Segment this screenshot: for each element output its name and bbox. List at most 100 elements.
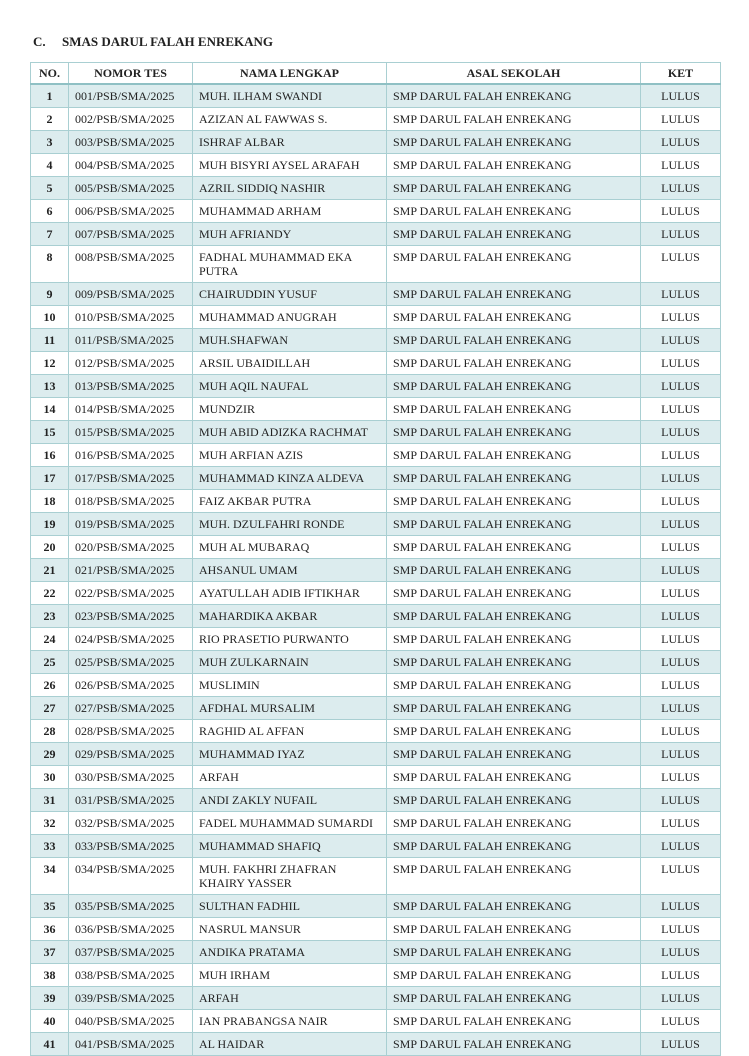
table-cell: LULUS (640, 222, 721, 246)
table-row: 11 011/PSB/SMA/2025 MUH.SHAFWAN SMP DARUL F… (30, 328, 721, 352)
table-cell: LULUS (640, 282, 721, 306)
table-cell: SMP DARUL FALAH ENREKANG (386, 894, 641, 918)
column-header: NOMOR TES (68, 62, 193, 85)
section-heading: C. SMAS DARUL FALAH ENREKANG (33, 34, 273, 50)
table-cell: SMP DARUL FALAH ENREKANG (386, 512, 641, 536)
table-cell: 22 (30, 581, 69, 605)
table-cell: MUH ZULKARNAIN (192, 650, 387, 674)
table-cell: 038/PSB/SMA/2025 (68, 963, 193, 987)
table-cell: 27 (30, 696, 69, 720)
table-cell: LULUS (640, 1009, 721, 1033)
table-cell: SMP DARUL FALAH ENREKANG (386, 917, 641, 941)
column-header: NAMA LENGKAP (192, 62, 387, 85)
table-cell: AFDHAL MURSALIM (192, 696, 387, 720)
page: C. SMAS DARUL FALAH ENREKANG NO. NOMOR TES… (30, 34, 721, 1056)
table-cell: LULUS (640, 894, 721, 918)
table-cell: MUHAMMAD ANUGRAH (192, 305, 387, 329)
table-cell: 022/PSB/SMA/2025 (68, 581, 193, 605)
table-cell: LULUS (640, 627, 721, 651)
table-row: 24 024/PSB/SMA/2025 RIO PRASETIO PURWANTO S… (30, 627, 721, 651)
table-cell: 17 (30, 466, 69, 490)
table-cell: LULUS (640, 917, 721, 941)
table-cell: SMP DARUL FALAH ENREKANG (386, 466, 641, 490)
table-row: 26 026/PSB/SMA/2025 MUSLIMIN SMP DARUL FALA… (30, 673, 721, 697)
column-header: KET (640, 62, 721, 85)
table-cell: 035/PSB/SMA/2025 (68, 894, 193, 918)
table-cell: SMP DARUL FALAH ENREKANG (386, 351, 641, 375)
result-table: NO. NOMOR TES NAMA LENGKAP ASAL SEKOLAH KET … (30, 62, 721, 1056)
table-row: 40 040/PSB/SMA/2025 IAN PRABANGSA NAIR SMP … (30, 1009, 721, 1033)
section-title: SMAS DARUL FALAH ENREKANG (62, 34, 274, 49)
table-row: 17 017/PSB/SMA/2025 MUHAMMAD KINZA ALDEVA S… (30, 466, 721, 490)
table-cell: SMP DARUL FALAH ENREKANG (386, 558, 641, 582)
table-body: 1 001/PSB/SMA/2025 MUH. ILHAM SWANDI SMP DA… (30, 83, 721, 1056)
table-cell: 037/PSB/SMA/2025 (68, 940, 193, 964)
table-cell: 18 (30, 489, 69, 513)
table-cell: SMP DARUL FALAH ENREKANG (386, 581, 641, 605)
table-cell: 027/PSB/SMA/2025 (68, 696, 193, 720)
table-cell: MUHAMMAD SHAFIQ (192, 834, 387, 858)
table-cell: 37 (30, 940, 69, 964)
table-cell: LULUS (640, 328, 721, 352)
table-row: 33 033/PSB/SMA/2025 MUHAMMAD SHAFIQ SMP DAR… (30, 834, 721, 858)
table-cell: 040/PSB/SMA/2025 (68, 1009, 193, 1033)
table-cell: LULUS (640, 788, 721, 812)
table-row: 7 007/PSB/SMA/2025 MUH AFRIANDY SMP DARUL F… (30, 222, 721, 246)
table-cell: LULUS (640, 512, 721, 536)
table-cell: 032/PSB/SMA/2025 (68, 811, 193, 835)
table-cell: 33 (30, 834, 69, 858)
table-cell: LULUS (640, 199, 721, 223)
table-cell: ARFAH (192, 986, 387, 1010)
table-cell: SMP DARUL FALAH ENREKANG (386, 107, 641, 131)
table-cell: LULUS (640, 696, 721, 720)
table-row: 37 037/PSB/SMA/2025 ANDIKA PRATAMA SMP DARU… (30, 940, 721, 964)
table-row: 6 006/PSB/SMA/2025 MUHAMMAD ARHAM SMP DARUL… (30, 199, 721, 223)
table-row: 23 023/PSB/SMA/2025 MAHARDIKA AKBAR SMP DAR… (30, 604, 721, 628)
table-cell: 21 (30, 558, 69, 582)
table-cell: LULUS (640, 466, 721, 490)
table-cell: LULUS (640, 811, 721, 835)
table-cell: 15 (30, 420, 69, 444)
table-cell: SMP DARUL FALAH ENREKANG (386, 443, 641, 467)
table-row: 35 035/PSB/SMA/2025 SULTHAN FADHIL SMP DARU… (30, 894, 721, 918)
table-cell: MUH AFRIANDY (192, 222, 387, 246)
table-cell: MUH.SHAFWAN (192, 328, 387, 352)
table-cell: 19 (30, 512, 69, 536)
table-cell: MUHAMMAD IYAZ (192, 742, 387, 766)
table-cell: 32 (30, 811, 69, 835)
table-cell: LULUS (640, 397, 721, 421)
table-row: 27 027/PSB/SMA/2025 AFDHAL MURSALIM SMP DAR… (30, 696, 721, 720)
table-cell: SULTHAN FADHIL (192, 894, 387, 918)
table-cell: 020/PSB/SMA/2025 (68, 535, 193, 559)
table-cell: SMP DARUL FALAH ENREKANG (386, 535, 641, 559)
table-cell: AZIZAN AL FAWWAS S. (192, 107, 387, 131)
table-cell: 9 (30, 282, 69, 306)
table-cell: LULUS (640, 940, 721, 964)
table-cell: 5 (30, 176, 69, 200)
table-cell: 4 (30, 153, 69, 177)
table-cell: 028/PSB/SMA/2025 (68, 719, 193, 743)
table-cell: AL HAIDAR (192, 1032, 387, 1056)
table-cell: SMP DARUL FALAH ENREKANG (386, 940, 641, 964)
table-cell: 007/PSB/SMA/2025 (68, 222, 193, 246)
table-row: 14 014/PSB/SMA/2025 MUNDZIR SMP DARUL FALAH… (30, 397, 721, 421)
table-cell: 25 (30, 650, 69, 674)
table-cell: SMP DARUL FALAH ENREKANG (386, 222, 641, 246)
table-cell: SMP DARUL FALAH ENREKANG (386, 834, 641, 858)
table-cell: FADHAL MUHAMMAD EKA PUTRA (192, 245, 387, 283)
table-cell: 011/PSB/SMA/2025 (68, 328, 193, 352)
table-row: 38 038/PSB/SMA/2025 MUH IRHAM SMP DARUL FAL… (30, 963, 721, 987)
table-cell: SMP DARUL FALAH ENREKANG (386, 305, 641, 329)
table-cell: 28 (30, 719, 69, 743)
table-cell: 006/PSB/SMA/2025 (68, 199, 193, 223)
table-cell: SMP DARUL FALAH ENREKANG (386, 282, 641, 306)
table-cell: 004/PSB/SMA/2025 (68, 153, 193, 177)
table-cell: LULUS (640, 857, 721, 895)
table-cell: 7 (30, 222, 69, 246)
table-cell: 026/PSB/SMA/2025 (68, 673, 193, 697)
column-header: ASAL SEKOLAH (386, 62, 641, 85)
table-row: 30 030/PSB/SMA/2025 ARFAH SMP DARUL FALAH E… (30, 765, 721, 789)
table-cell: LULUS (640, 963, 721, 987)
table-cell: SMP DARUL FALAH ENREKANG (386, 1009, 641, 1033)
table-cell: 30 (30, 765, 69, 789)
